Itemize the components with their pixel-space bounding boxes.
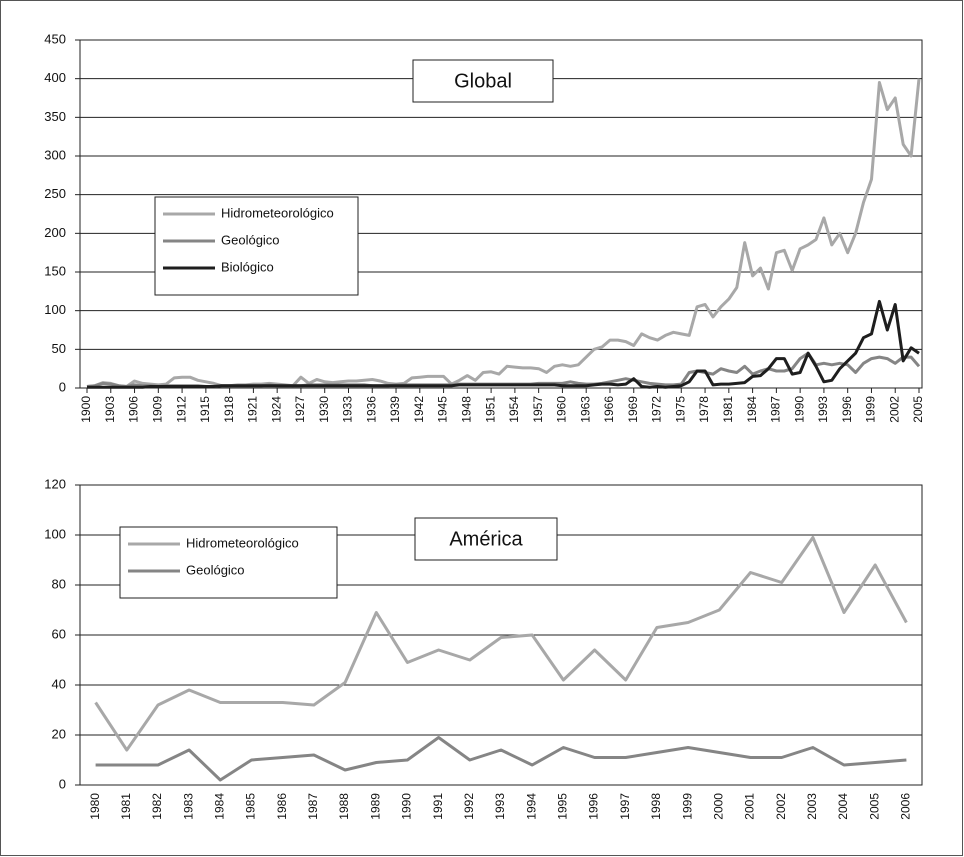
x-tick-label: 1987: [306, 793, 320, 820]
y-tick-label: 350: [44, 109, 66, 124]
x-tick-label: 1912: [174, 396, 188, 423]
x-tick-label: 1918: [222, 396, 236, 423]
x-tick-label: 1999: [680, 793, 694, 820]
x-tick-label: 1987: [769, 396, 783, 423]
y-tick-label: 300: [44, 147, 66, 162]
y-tick-label: 40: [52, 676, 66, 691]
x-tick-label: 1991: [431, 793, 445, 820]
x-tick-label: 1960: [555, 396, 569, 423]
x-tick-label: 1930: [317, 396, 331, 423]
series-line: [87, 299, 920, 389]
x-tick-label: 1995: [556, 793, 570, 820]
x-tick-label: 1998: [649, 793, 663, 820]
x-tick-label: 1933: [341, 396, 355, 423]
y-tick-label: 450: [44, 31, 66, 46]
chart-title: América: [449, 528, 523, 550]
x-tick-label: 1997: [618, 793, 632, 820]
x-tick-label: 1948: [460, 396, 474, 423]
legend-label: Geológico: [186, 562, 245, 577]
x-tick-label: 1981: [119, 793, 133, 820]
x-tick-label: 1999: [864, 396, 878, 423]
x-tick-label: 1939: [388, 396, 402, 423]
title-box: [412, 59, 554, 103]
x-tick-label: 2000: [711, 793, 725, 820]
x-tick-label: 1927: [293, 396, 307, 423]
y-tick-label: 20: [52, 726, 66, 741]
y-tick-label: 50: [52, 341, 66, 356]
y-tick-label: 400: [44, 70, 66, 85]
x-tick-label: 1994: [524, 793, 538, 820]
x-tick-label: 1921: [246, 396, 260, 423]
x-tick-label: 1978: [697, 396, 711, 423]
y-tick-label: 200: [44, 225, 66, 240]
x-tick-label: 1969: [626, 396, 640, 423]
x-tick-label: 2004: [836, 793, 850, 820]
title-box: [414, 517, 558, 561]
y-tick-label: 80: [52, 576, 66, 591]
y-tick-label: 150: [44, 263, 66, 278]
x-tick-label: 1984: [213, 793, 227, 820]
y-tick-label: 100: [44, 302, 66, 317]
y-tick-label: 0: [59, 379, 66, 394]
x-tick-label: 2001: [743, 793, 757, 820]
x-tick-label: 1993: [493, 793, 507, 820]
x-tick-label: 1984: [745, 396, 759, 423]
x-tick-label: 1975: [673, 396, 687, 423]
x-tick-label: 2005: [911, 396, 925, 423]
x-tick-label: 1900: [79, 396, 93, 423]
x-tick-label: 1986: [275, 793, 289, 820]
y-tick-label: 250: [44, 186, 66, 201]
x-tick-label: 1903: [103, 396, 117, 423]
x-tick-label: 1992: [462, 793, 476, 820]
x-tick-label: 1996: [587, 793, 601, 820]
x-tick-label: 2003: [805, 793, 819, 820]
x-tick-label: 1924: [269, 396, 283, 423]
legend-label: Biológico: [221, 259, 274, 274]
x-tick-label: 2005: [867, 793, 881, 820]
x-tick-label: 2006: [899, 793, 913, 820]
x-tick-label: 1981: [721, 396, 735, 423]
x-tick-label: 2002: [887, 396, 901, 423]
x-tick-label: 1972: [650, 396, 664, 423]
y-tick-label: 100: [44, 526, 66, 541]
series-line: [95, 736, 907, 782]
x-tick-label: 1945: [436, 396, 450, 423]
legend-label: Hidrometeorológico: [221, 205, 334, 220]
x-tick-label: 1915: [198, 396, 212, 423]
x-tick-label: 1980: [88, 793, 102, 820]
x-tick-label: 1936: [364, 396, 378, 423]
x-tick-label: 1989: [368, 793, 382, 820]
x-tick-label: 1990: [792, 396, 806, 423]
x-tick-label: 1982: [150, 793, 164, 820]
x-tick-label: 1985: [244, 793, 258, 820]
x-tick-label: 1954: [507, 396, 521, 423]
x-tick-label: 1942: [412, 396, 426, 423]
x-tick-label: 1951: [483, 396, 497, 423]
x-tick-label: 1993: [816, 396, 830, 423]
y-tick-label: 60: [52, 626, 66, 641]
x-tick-label: 2002: [774, 793, 788, 820]
y-tick-label: 120: [44, 476, 66, 491]
x-tick-label: 1909: [150, 396, 164, 423]
x-tick-label: 1983: [181, 793, 195, 820]
x-tick-label: 1906: [127, 396, 141, 423]
series-line: [94, 536, 908, 752]
x-tick-label: 1957: [531, 396, 545, 423]
legend: [119, 526, 338, 599]
legend-label: Geológico: [221, 232, 280, 247]
x-tick-label: 1966: [602, 396, 616, 423]
x-tick-label: 1990: [400, 793, 414, 820]
y-tick-label: 0: [59, 776, 66, 791]
legend-label: Hidrometeorológico: [186, 535, 299, 550]
chart-title: Global: [454, 70, 512, 92]
x-tick-label: 1963: [578, 396, 592, 423]
x-tick-label: 1996: [840, 396, 854, 423]
x-tick-label: 1988: [337, 793, 351, 820]
